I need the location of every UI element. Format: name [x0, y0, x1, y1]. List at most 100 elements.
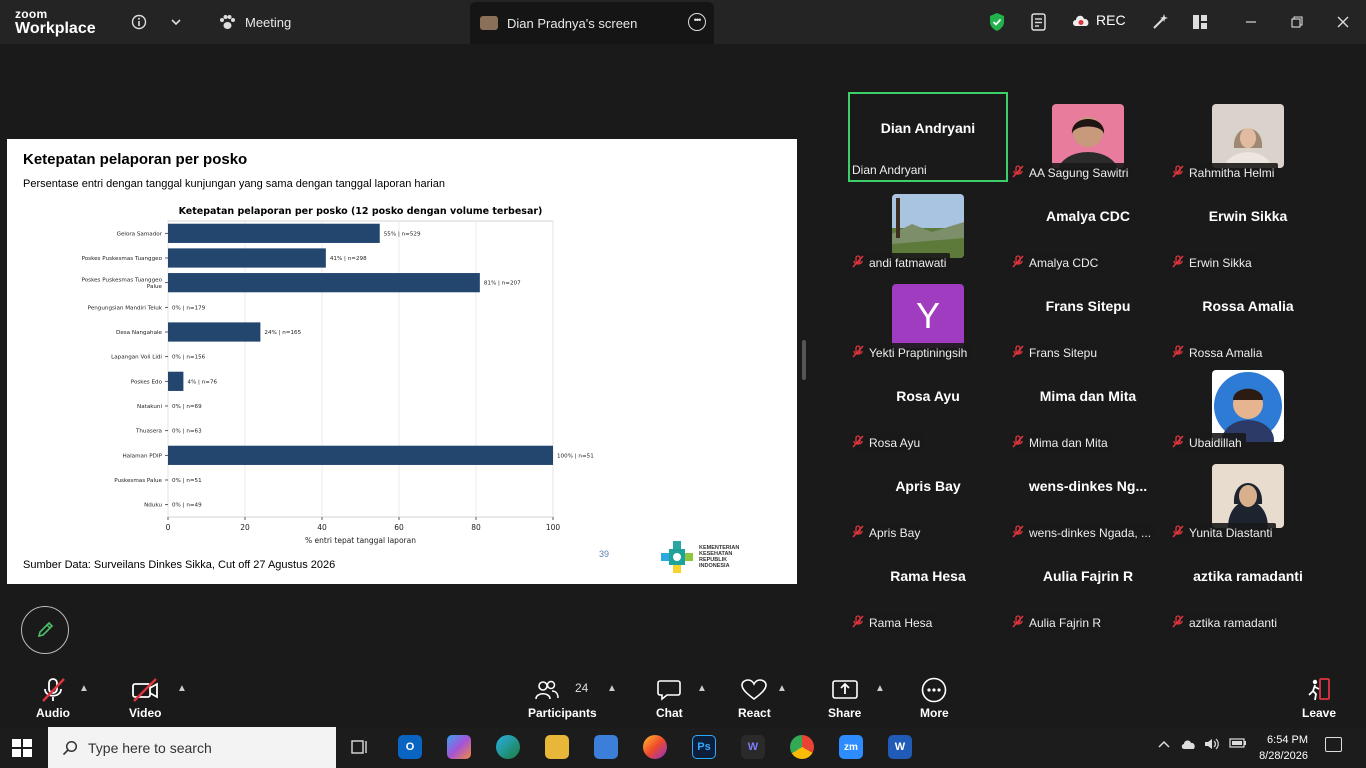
taskbar-search-box[interactable]: Type here to search: [48, 727, 336, 768]
share-button[interactable]: Share: [828, 677, 861, 720]
video-options-caret[interactable]: ▲: [177, 683, 187, 694]
restore-icon[interactable]: [1285, 10, 1309, 34]
participant-tile[interactable]: Erwin Sikka Erwin Sikka: [1168, 182, 1328, 272]
chat-button[interactable]: Chat: [656, 677, 683, 720]
chart-title: Ketepatan pelaporan per posko (12 posko …: [179, 206, 543, 217]
participant-tile[interactable]: Rama Hesa Rama Hesa: [848, 542, 1008, 632]
data-label: 0% | n=69: [172, 404, 202, 410]
data-label: 55% | n=529: [384, 231, 421, 237]
participant-tile[interactable]: Y Yekti Praptiningsih: [848, 272, 1008, 362]
meeting-info-icon[interactable]: [127, 10, 151, 34]
share-options-caret[interactable]: ▲: [875, 683, 885, 694]
participant-name: Ubaidillah: [1189, 435, 1242, 450]
participant-display-name: Aulia Fajrin R: [1042, 568, 1134, 584]
audio-button[interactable]: Audio: [36, 677, 70, 720]
taskbar-clock[interactable]: 6:54 PM 8/28/2026: [1246, 732, 1308, 764]
zoom-taskbar-icon[interactable]: zm: [839, 735, 863, 759]
chat-options-caret[interactable]: ▲: [697, 683, 707, 694]
participants-button[interactable]: Participants: [528, 677, 597, 720]
react-options-caret[interactable]: ▲: [777, 683, 787, 694]
chrome-icon[interactable]: [790, 735, 814, 759]
leave-button[interactable]: Leave: [1302, 677, 1336, 720]
participant-name: andi fatmawati: [869, 255, 947, 270]
view-layout-icon[interactable]: [1188, 10, 1212, 34]
participant-tile[interactable]: Rossa Amalia Rossa Amalia: [1168, 272, 1328, 362]
tab-shared-screen[interactable]: Dian Pradnya's screen •••: [470, 2, 714, 44]
network-icon[interactable]: [1180, 737, 1198, 754]
participant-tile[interactable]: andi fatmawati: [848, 182, 1008, 272]
participant-tile[interactable]: Aulia Fajrin R Aulia Fajrin R: [1008, 542, 1168, 632]
volume-icon[interactable]: [1204, 737, 1220, 754]
minimize-icon[interactable]: [1239, 10, 1263, 34]
microsoft-store-icon[interactable]: [594, 735, 618, 759]
video-off-icon: [132, 678, 159, 702]
category-label: Poskes Puskesmas Tuanggeo: [82, 256, 163, 262]
file-explorer-icon[interactable]: [545, 735, 569, 759]
audio-options-caret[interactable]: ▲: [79, 683, 89, 694]
chat-label: Chat: [656, 706, 683, 720]
shield-icon[interactable]: [985, 10, 1009, 34]
participant-tile[interactable]: Ubaidillah: [1168, 362, 1328, 452]
copilot-icon[interactable]: [447, 735, 471, 759]
magic-wand-icon[interactable]: [1148, 10, 1172, 34]
participant-name: Apris Bay: [869, 525, 921, 540]
participant-video: [1052, 104, 1124, 168]
more-button[interactable]: More: [920, 677, 949, 720]
participant-name: aztika ramadanti: [1189, 615, 1278, 630]
notification-center-icon[interactable]: [1325, 737, 1342, 752]
video-button[interactable]: Video: [129, 677, 161, 720]
slide-page-number: 39: [599, 549, 610, 559]
participant-tile[interactable]: Rahmitha Helmi: [1168, 92, 1328, 182]
react-button[interactable]: React: [738, 677, 771, 720]
participant-name-label: Frans Sitepu: [1010, 343, 1102, 362]
webex-icon[interactable]: W: [741, 735, 765, 759]
participant-tile[interactable]: wens-dinkes Ng... wens-dinkes Ngada, ...: [1008, 452, 1168, 542]
tab-meeting[interactable]: Meeting: [218, 8, 291, 36]
more-label: More: [920, 706, 949, 720]
firefox-icon[interactable]: [643, 735, 667, 759]
participant-tile[interactable]: Apris Bay Apris Bay: [848, 452, 1008, 542]
title-bar: zoom Workplace Meeting Dian Pradnya's sc…: [0, 0, 1366, 44]
summary-icon[interactable]: [1027, 10, 1051, 34]
more-options-icon[interactable]: •••: [688, 13, 706, 31]
tray-chevron-icon[interactable]: [1158, 737, 1170, 752]
participant-tile[interactable]: Dian Andryani Dian Andryani: [848, 92, 1008, 182]
participant-name: wens-dinkes Ngada, ...: [1029, 525, 1152, 540]
task-view-icon[interactable]: [348, 735, 372, 759]
logo-text-line: KEMENTERIAN: [699, 545, 740, 551]
photoshop-icon[interactable]: Ps: [692, 735, 716, 759]
participant-name-label: wens-dinkes Ngada, ...: [1010, 523, 1156, 542]
participant-tile[interactable]: Frans Sitepu Frans Sitepu: [1008, 272, 1168, 362]
outlook-icon[interactable]: O: [398, 735, 422, 759]
participants-count: 24: [575, 681, 589, 695]
windows-start-icon[interactable]: [12, 739, 32, 757]
participant-tile[interactable]: AA Sagung Sawitri: [1008, 92, 1168, 182]
battery-icon[interactable]: [1229, 737, 1247, 752]
participant-name-label: AA Sagung Sawitri: [1010, 163, 1133, 182]
panel-splitter[interactable]: [802, 340, 806, 380]
participant-name-label: Apris Bay: [850, 523, 925, 542]
annotate-button[interactable]: [21, 606, 69, 654]
word-icon[interactable]: W: [888, 735, 912, 759]
close-icon[interactable]: [1331, 10, 1355, 34]
kemenkes-emblem-icon: [661, 541, 693, 573]
participant-name: Yekti Praptiningsih: [869, 345, 968, 360]
edge-icon[interactable]: [496, 735, 520, 759]
participant-tile[interactable]: Amalya CDC Amalya CDC: [1008, 182, 1168, 272]
participant-name: Rama Hesa: [869, 615, 933, 630]
meeting-toolbar: Audio ▲ Video ▲ Participants 24 ▲ Chat ▲…: [0, 669, 1366, 727]
chevron-down-icon[interactable]: [164, 10, 188, 34]
participant-tile[interactable]: Yunita Diastanti: [1168, 452, 1328, 542]
category-label: Poskes Edo: [131, 379, 163, 385]
participant-tile[interactable]: Rosa Ayu Rosa Ayu: [848, 362, 1008, 452]
participant-name-label: Erwin Sikka: [1170, 253, 1256, 272]
participant-tile[interactable]: Mima dan Mita Mima dan Mita: [1008, 362, 1168, 452]
category-label: Puskesmas Palue: [114, 478, 162, 484]
category-label: Natakuni: [137, 404, 162, 410]
record-button[interactable]: REC: [1071, 12, 1126, 28]
participants-options-caret[interactable]: ▲: [607, 683, 617, 694]
participant-name: Amalya CDC: [1029, 255, 1099, 270]
x-axis-label: % entri tepat tanggal laporan: [305, 536, 416, 545]
participant-display-name: Rosa Ayu: [896, 388, 960, 404]
participant-tile[interactable]: aztika ramadanti aztika ramadanti: [1168, 542, 1328, 632]
